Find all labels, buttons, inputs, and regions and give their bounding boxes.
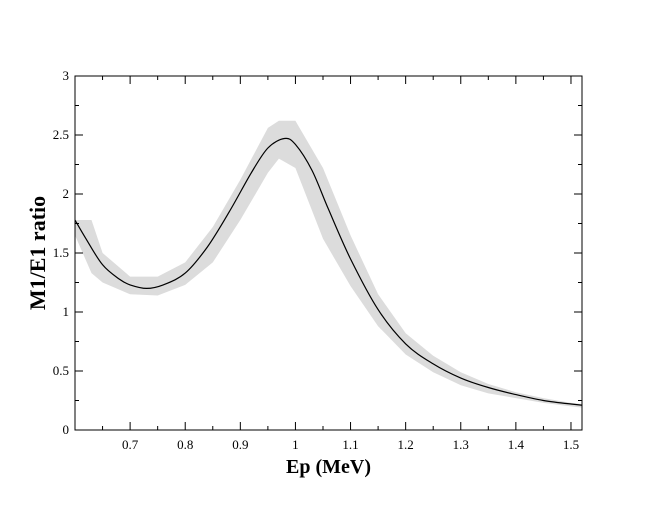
y-tick-label: 3	[63, 68, 70, 83]
x-tick-label: 1.5	[563, 437, 579, 452]
x-tick-label: 1	[292, 437, 299, 452]
y-tick-label: 1	[63, 304, 70, 319]
series-line	[74, 137, 583, 406]
x-tick-label: 1.4	[508, 437, 525, 452]
uncertainty-band-layer	[75, 120, 582, 408]
x-tick-label: 0.7	[122, 437, 139, 452]
y-tick-label: 2	[63, 186, 70, 201]
y-tick-label: 1.5	[53, 245, 69, 260]
x-tick-label: 1.3	[453, 437, 469, 452]
x-axis-title: Ep (MeV)	[286, 456, 371, 478]
y-tick-label: 0.5	[53, 363, 69, 378]
plot-frame	[74, 75, 583, 431]
uncertainty-band	[75, 120, 582, 408]
series-line-layer	[74, 137, 583, 406]
y-tick-label: 2.5	[53, 127, 69, 142]
y-tick-label-layer: 0 0.5 1 1.5 2 2.5 3	[53, 68, 69, 437]
x-tick-label-layer: 0.7 0.8 0.9 1 1.1 1.2 1.3 1.4 1.5	[122, 437, 579, 452]
tick-layer	[75, 75, 582, 431]
x-tick-label: 1.1	[342, 437, 358, 452]
y-axis-title: M1/E1 ratio	[25, 196, 50, 310]
x-tick-label: 0.9	[232, 437, 248, 452]
x-tick-label: 0.8	[177, 437, 193, 452]
x-tick-label: 1.2	[398, 437, 414, 452]
y-tick-label: 0	[63, 422, 70, 437]
